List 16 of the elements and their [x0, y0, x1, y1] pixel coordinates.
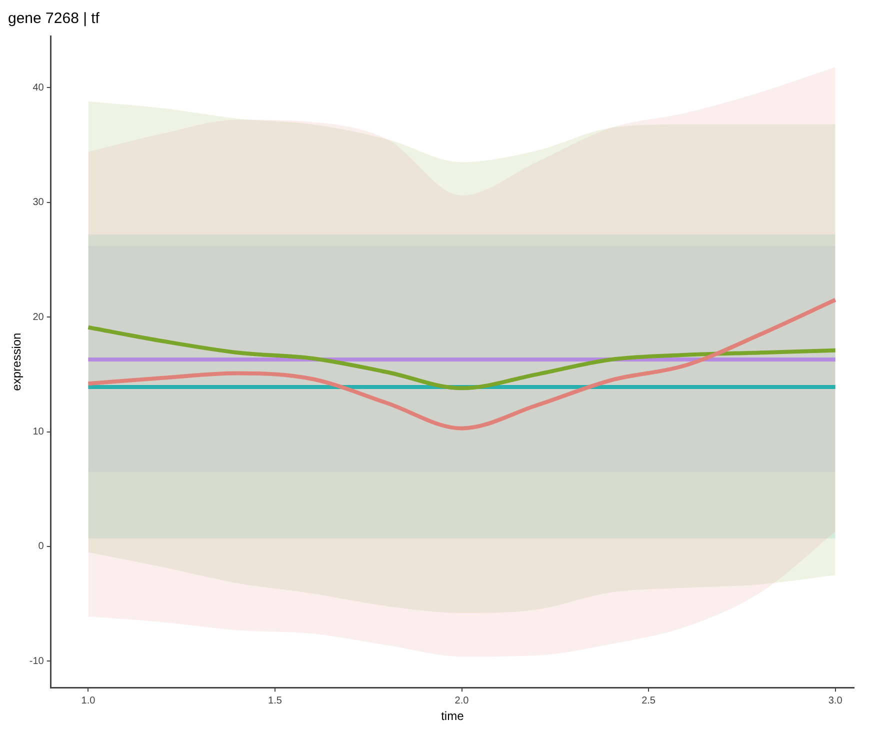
x-tick-label: 3.0: [828, 695, 843, 706]
y-tick-label: 40: [32, 82, 44, 94]
y-tick-label: -10: [29, 656, 44, 667]
y-tick-label: 10: [32, 426, 44, 438]
x-tick-label: 2.0: [454, 695, 470, 706]
line-series: [86, 298, 838, 430]
line-series: [86, 325, 838, 390]
y-tick-label: 30: [32, 197, 44, 208]
x-axis-title: time: [441, 709, 464, 724]
y-axis-title: expression: [10, 332, 24, 391]
x-tick-label: 1.5: [268, 695, 282, 706]
y-tick-label: 0: [38, 541, 44, 552]
y-tick-label: 20: [32, 312, 44, 323]
x-tick-label: 2.5: [642, 695, 656, 706]
x-tick-label: 1.0: [81, 695, 96, 706]
chart-title: gene 7268 | tf: [8, 10, 100, 28]
